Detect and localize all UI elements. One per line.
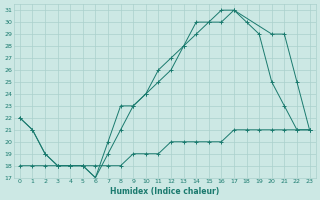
- X-axis label: Humidex (Indice chaleur): Humidex (Indice chaleur): [110, 187, 219, 196]
